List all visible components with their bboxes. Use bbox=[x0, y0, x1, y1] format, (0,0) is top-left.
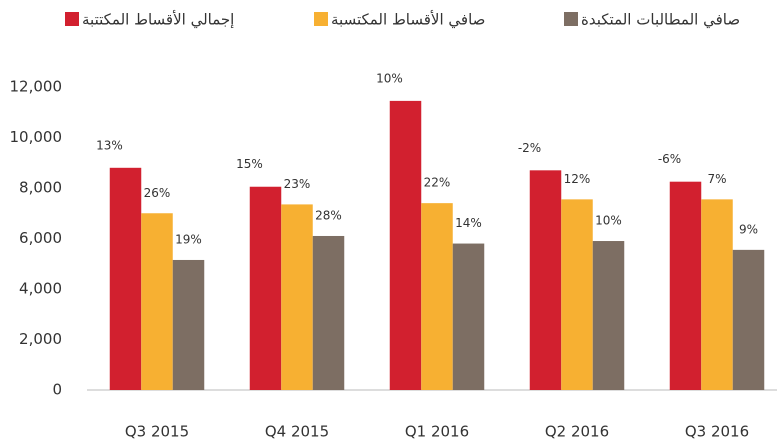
bar bbox=[109, 167, 142, 390]
bar bbox=[561, 199, 593, 390]
data-label: 22% bbox=[424, 176, 451, 190]
data-label: 14% bbox=[455, 216, 482, 230]
data-label: 19% bbox=[175, 232, 202, 246]
bar bbox=[732, 249, 765, 390]
bar bbox=[312, 235, 345, 390]
y-tick-label: 10,000 bbox=[10, 128, 63, 146]
x-tick-label: Q1 2016 bbox=[405, 423, 469, 441]
y-tick-label: 12,000 bbox=[10, 78, 63, 96]
y-tick-label: 0 bbox=[52, 381, 62, 399]
legend-label: إجمالي الأقساط المكتتبة bbox=[82, 10, 234, 30]
data-label: 7% bbox=[707, 172, 726, 186]
bar bbox=[141, 213, 173, 390]
bar bbox=[701, 199, 733, 390]
data-label: 13% bbox=[96, 138, 123, 152]
x-tick-label: Q3 2016 bbox=[685, 423, 749, 441]
legend-label: صافي المطالبات المتكبدة bbox=[581, 11, 740, 30]
bar bbox=[452, 243, 485, 390]
bar bbox=[529, 170, 562, 390]
bar bbox=[172, 259, 205, 390]
x-tick-label: Q3 2015 bbox=[125, 423, 189, 441]
y-tick-label: 4,000 bbox=[19, 280, 62, 298]
legend-swatch bbox=[564, 12, 578, 26]
x-tick-label: Q2 2016 bbox=[545, 423, 609, 441]
data-label: -6% bbox=[658, 152, 681, 166]
data-label: 10% bbox=[595, 214, 622, 228]
data-label: 10% bbox=[376, 71, 403, 85]
data-label: 15% bbox=[236, 157, 263, 171]
data-label: 23% bbox=[284, 177, 311, 191]
bar bbox=[249, 186, 282, 390]
data-label: 9% bbox=[739, 222, 758, 236]
data-label: 26% bbox=[144, 186, 171, 200]
legend-label: صافي الأقساط المكتسبة bbox=[331, 10, 485, 30]
bar bbox=[389, 100, 422, 390]
data-label: 28% bbox=[315, 208, 342, 222]
y-tick-label: 8,000 bbox=[19, 179, 62, 197]
data-label: -2% bbox=[518, 141, 541, 155]
bar bbox=[281, 204, 313, 390]
bar bbox=[421, 203, 453, 390]
y-tick-label: 2,000 bbox=[19, 330, 62, 348]
data-label: 12% bbox=[564, 172, 591, 186]
y-tick-label: 6,000 bbox=[19, 229, 62, 247]
x-tick-label: Q4 2015 bbox=[265, 423, 329, 441]
bar bbox=[669, 181, 702, 390]
legend-swatch bbox=[65, 12, 79, 26]
legend-swatch bbox=[314, 12, 328, 26]
bar bbox=[592, 241, 625, 390]
